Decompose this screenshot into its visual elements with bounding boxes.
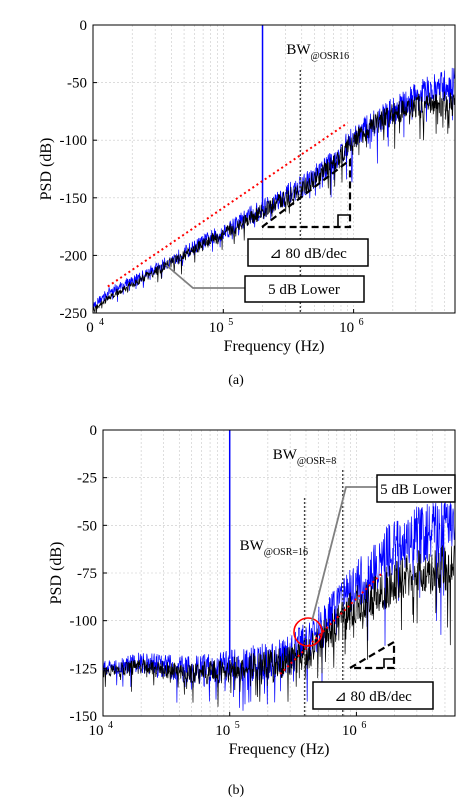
- bw-label-sub: @OSR=8: [297, 456, 336, 467]
- y-tick-label: -150: [70, 709, 98, 725]
- bw-label-sub: @OSR=16: [264, 547, 308, 558]
- series-group: [102, 498, 456, 711]
- x-tick-label: 10: [342, 723, 357, 739]
- y-tick-label: -50: [67, 76, 87, 92]
- 5db-annotation-text: 5 dB Lower: [268, 282, 340, 298]
- bw-label-sub: @OSR16: [310, 51, 349, 62]
- x-tick-exponent: 4: [99, 317, 104, 328]
- 5db-leader-line: [165, 264, 245, 289]
- slope-triangle: [261, 157, 352, 229]
- y-tick-label: -75: [77, 566, 97, 582]
- slope-annotation-text: ⊿ 80 dB/dec: [334, 689, 412, 705]
- y-tick-label: 0: [80, 18, 88, 34]
- y-tick-label: -25: [77, 471, 97, 487]
- x-axis-label: Frequency (Hz): [224, 338, 325, 355]
- x-tick-label: 10: [89, 723, 104, 739]
- 5db-annotation-box: [376, 474, 456, 503]
- x-tick-label: 10: [209, 320, 224, 336]
- slope-annotation-box: [312, 681, 434, 710]
- y-tick-label: -250: [60, 306, 88, 322]
- slope-right-angle: [337, 214, 350, 227]
- x-tick-exponent: 6: [359, 317, 364, 328]
- x-tick-exponent: 4: [108, 720, 113, 731]
- y-tick-label: -150: [60, 191, 88, 207]
- x-axis-label: Frequency (Hz): [229, 741, 330, 758]
- x-tick-label: 10: [215, 723, 230, 739]
- slope-triangle: [349, 640, 396, 670]
- series-black-line: [92, 91, 456, 314]
- slope-right-angle: [383, 658, 394, 668]
- 5db-annotation-box: [244, 275, 365, 303]
- y-tick-label: -100: [60, 133, 88, 149]
- bw-label: BW@OSR=8: [273, 447, 336, 467]
- reference-80db-line: [279, 572, 383, 675]
- y-axis-label: PSD (dB): [48, 542, 65, 605]
- caption-a: (a): [228, 373, 244, 388]
- bw-label: BW@OSR16: [286, 42, 349, 62]
- bw-label: BW@OSR=16: [240, 538, 308, 558]
- axes-frame: [92, 24, 456, 314]
- x-tick-label: 0: [86, 320, 94, 336]
- slope-annotation-box: [247, 238, 369, 267]
- y-tick-label: -125: [70, 661, 98, 677]
- x-tick-exponent: 5: [228, 317, 233, 328]
- y-axis-label: PSD (dB): [38, 138, 55, 201]
- series-blue-line: [102, 498, 456, 711]
- slope-annotation-text: ⊿ 80 dB/dec: [269, 246, 347, 262]
- 5db-leader-line: [311, 486, 377, 622]
- 5db-annotation-text: 5 dB Lower: [380, 482, 452, 498]
- bw-label-main: BW: [286, 42, 311, 58]
- y-tick-label: 0: [90, 423, 98, 439]
- highlight-circle: [293, 617, 323, 647]
- y-tick-label: -100: [70, 614, 98, 630]
- y-tick-label: -50: [77, 518, 97, 534]
- caption-b: (b): [228, 783, 245, 798]
- x-tick-label: 10: [339, 320, 354, 336]
- x-tick-exponent: 6: [361, 720, 366, 731]
- bw-label-main: BW: [273, 447, 298, 463]
- reference-80db-line: [107, 122, 349, 288]
- series-black-line: [102, 545, 456, 707]
- bw-label-main: BW: [240, 538, 265, 554]
- x-tick-exponent: 5: [235, 720, 240, 731]
- y-tick-label: -200: [60, 248, 88, 264]
- series-group: [92, 67, 456, 314]
